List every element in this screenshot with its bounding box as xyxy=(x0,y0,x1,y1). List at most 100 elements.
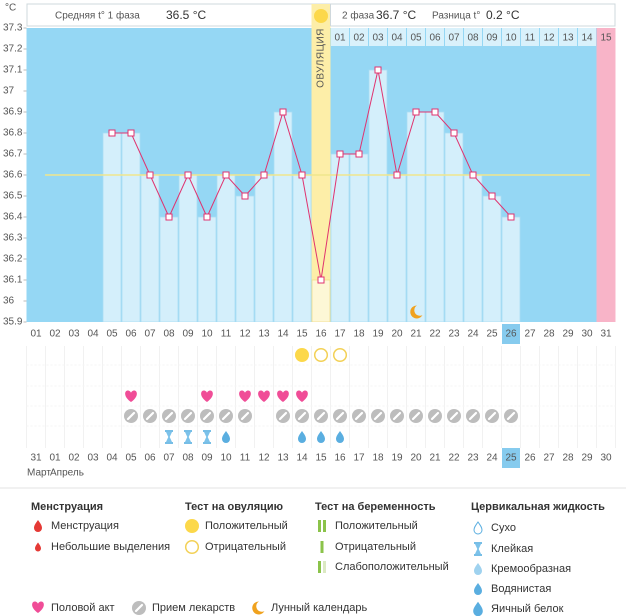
date-label: 30 xyxy=(600,453,612,464)
phase2-day-label: 04 xyxy=(391,33,403,44)
y-tick-label: 37.3 xyxy=(3,23,23,34)
test-bar xyxy=(323,561,326,573)
date-label: 01 xyxy=(49,453,61,464)
legend-title: Цервикальная жидкость xyxy=(471,501,605,513)
ovulation-test-positive xyxy=(314,9,328,23)
temperature-point xyxy=(317,276,325,284)
temperature-bar xyxy=(425,111,445,323)
temperature-bar xyxy=(254,174,274,323)
drop-icon xyxy=(317,431,325,443)
phase2-day-label: 13 xyxy=(562,33,574,44)
hourglass-body xyxy=(204,432,210,442)
pregnancy-test-icon xyxy=(320,541,324,553)
temperature-point xyxy=(279,108,287,116)
temperature-point xyxy=(431,108,439,116)
pill-slash xyxy=(392,411,402,421)
heart-icon xyxy=(201,390,213,402)
day-label: 23 xyxy=(448,329,460,340)
pill-icon xyxy=(124,409,138,423)
y-tick-label: 36.5 xyxy=(3,191,23,202)
date-label: 27 xyxy=(543,453,555,464)
day-label: 28 xyxy=(543,329,555,340)
phase2-day-label: 14 xyxy=(581,33,593,44)
phase2-day-label: 06 xyxy=(429,33,441,44)
pregnancy-test-icon xyxy=(318,561,326,573)
pill-slash xyxy=(354,411,364,421)
temperature-bar xyxy=(102,132,122,323)
hourglass-body xyxy=(475,544,481,554)
phase2-day-label: 08 xyxy=(467,33,479,44)
temperature-bar xyxy=(482,195,502,323)
temperature-point xyxy=(146,171,154,179)
y-tick-label: 36.6 xyxy=(3,170,23,181)
date-label: 11 xyxy=(240,453,251,464)
y-tick-label: 36.3 xyxy=(3,233,23,244)
date-label: 15 xyxy=(315,453,327,464)
phase1-label: Средняя t° 1 фаза xyxy=(55,10,140,22)
heart xyxy=(296,390,308,402)
heart-icon xyxy=(277,390,289,402)
drop xyxy=(474,583,482,595)
today-date-highlight xyxy=(502,448,520,468)
phase2-cell xyxy=(388,28,406,46)
day-label: 07 xyxy=(144,329,156,340)
drop xyxy=(222,431,230,443)
hourglass-body xyxy=(185,432,191,442)
legend-item: Отрицательный xyxy=(335,541,416,553)
pill-slash xyxy=(411,411,421,421)
pill-slash xyxy=(449,411,459,421)
y-tick-label: 36 xyxy=(3,296,15,307)
day-label: 25 xyxy=(486,329,498,340)
day-label: 18 xyxy=(353,329,365,340)
date-label: 21 xyxy=(429,453,441,464)
pill-icon xyxy=(333,409,347,423)
phase2-day-label: 07 xyxy=(448,33,460,44)
moon-icon xyxy=(410,305,423,319)
pill-icon xyxy=(143,409,157,423)
drop-icon xyxy=(473,601,483,616)
date-label: 17 xyxy=(353,453,365,464)
temperature-line xyxy=(112,69,512,281)
phase2-value: 36.7 °C xyxy=(376,8,416,22)
date-label: 22 xyxy=(448,453,460,464)
day-label: 16 xyxy=(315,329,327,340)
drop-icon xyxy=(336,431,344,443)
temperature-point xyxy=(412,108,420,116)
phase2-cell xyxy=(445,28,463,46)
test-bar xyxy=(320,541,324,553)
day-label: 17 xyxy=(334,329,346,340)
temperature-point xyxy=(108,129,116,137)
day-label: 08 xyxy=(163,329,175,340)
ovulation-test-negative xyxy=(332,347,348,363)
test-bar xyxy=(318,520,321,532)
temperature-point xyxy=(203,213,211,221)
month-label: Апрель xyxy=(50,468,84,479)
pill-slash xyxy=(221,411,231,421)
temperature-bar xyxy=(235,195,255,323)
heart xyxy=(32,601,44,613)
pregnancy-test-icon xyxy=(318,520,326,532)
phase2-cell xyxy=(331,28,349,46)
date-label: 13 xyxy=(277,453,289,464)
legend-title: Тест на беременность xyxy=(315,501,436,513)
temperature-bar xyxy=(197,216,217,323)
date-label: 28 xyxy=(562,453,574,464)
drop xyxy=(473,521,483,535)
drop xyxy=(474,563,482,575)
date-label: 08 xyxy=(182,453,194,464)
temperature-bar xyxy=(140,174,160,323)
pill-icon xyxy=(485,409,499,423)
temperature-bar xyxy=(311,279,331,323)
diff-label: Разница t° xyxy=(432,11,480,22)
pill-icon xyxy=(504,409,518,423)
pill-icon xyxy=(447,409,461,423)
ovulation-test-negative xyxy=(313,347,329,363)
date-label: 14 xyxy=(296,453,308,464)
temperature-bar xyxy=(330,153,350,323)
pill-icon xyxy=(428,409,442,423)
temperature-point xyxy=(184,171,192,179)
pill-icon xyxy=(181,409,195,423)
day-label: 15 xyxy=(296,329,308,340)
temperature-bar xyxy=(501,216,521,323)
